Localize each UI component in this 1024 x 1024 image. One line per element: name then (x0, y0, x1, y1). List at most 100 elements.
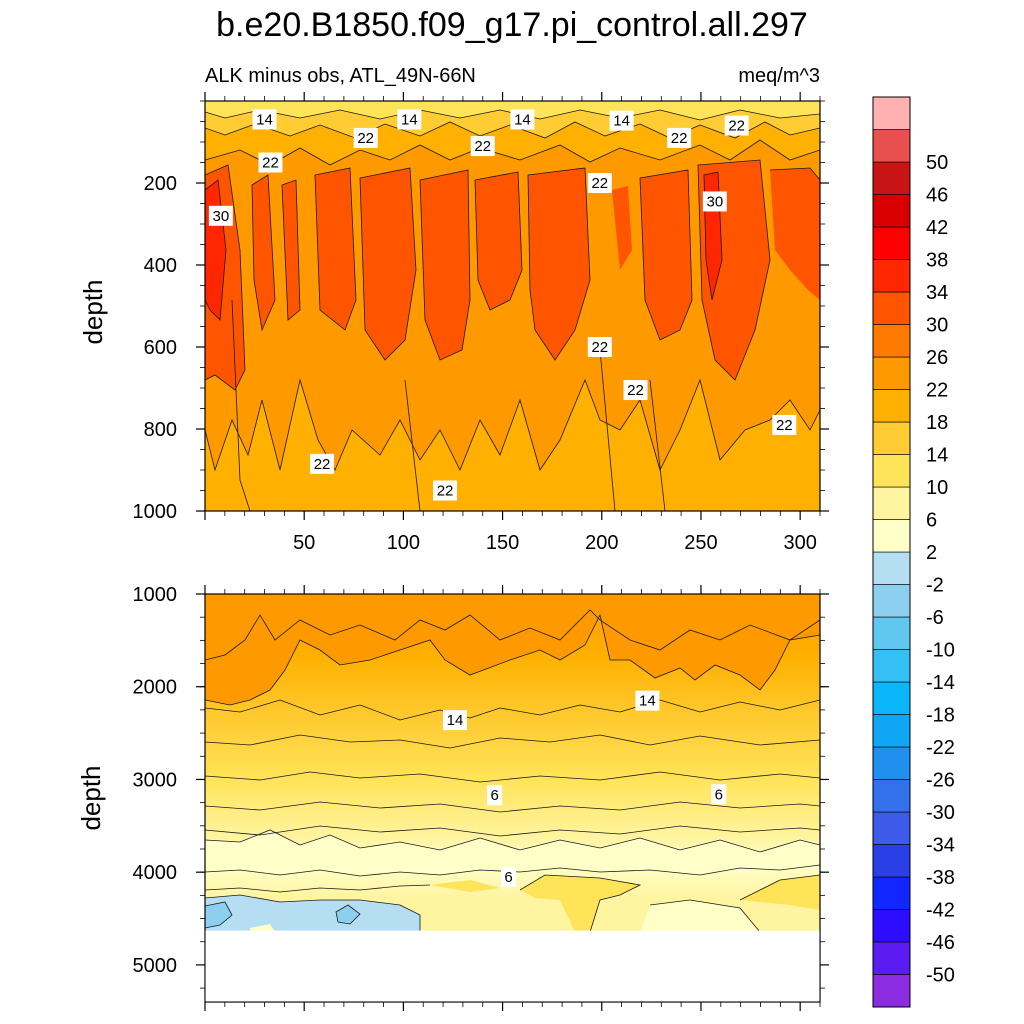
contour-label: 30 (208, 205, 233, 226)
colorbar-level-label: -14 (926, 672, 955, 694)
contour-label-bg (635, 690, 660, 711)
x-tick-label: 300 (783, 532, 816, 554)
y-tick-label: 800 (144, 419, 177, 441)
colorbar-level-label: 42 (926, 217, 948, 239)
y-tick-label: 1000 (133, 501, 178, 523)
contour-label-text: 22 (728, 118, 745, 135)
contour-label-text: 14 (514, 111, 531, 128)
colorbar-level-label: -2 (926, 575, 944, 597)
colorbar-level-label: 14 (926, 445, 948, 467)
contour-label: 22 (724, 115, 749, 136)
x-tick-label: 100 (387, 532, 420, 554)
contour-label: 14 (442, 710, 467, 731)
colorbar-level-label: -10 (926, 640, 955, 662)
colorbar-swatch (872, 779, 911, 813)
colorbar-level-label: 50 (926, 152, 948, 174)
colorbar-swatch (872, 291, 911, 325)
contour-label-bg (310, 453, 335, 474)
contour-label-text: 30 (707, 193, 724, 210)
contour-label-bg (587, 337, 612, 357)
contour-label-bg (397, 109, 422, 130)
contour-label-bg (208, 205, 233, 226)
colorbar-level-label: -26 (926, 770, 955, 792)
colorbar-level-label: 18 (926, 412, 948, 434)
y-tick-label: 600 (144, 337, 177, 359)
upper-contour-labels: 14 14 14 14 22 22 22 22 22 22 30 30 22 22 22 22 22 (208, 109, 797, 501)
y-tick-label: 5000 (133, 955, 178, 977)
contour-label-text: 22 (262, 155, 279, 172)
contour-label: 14 (252, 109, 277, 130)
colorbar-level-label: -34 (926, 835, 955, 857)
colorbar-swatch (872, 876, 911, 910)
contour-label-text: 14 (613, 113, 630, 130)
colorbar-swatch (872, 226, 911, 260)
x-tick-label: 250 (684, 532, 717, 554)
contour-label-text: 14 (639, 693, 656, 710)
colorbar-swatch (872, 681, 911, 715)
contour-label: 6 (711, 784, 727, 805)
y-tick-label: 2000 (133, 677, 178, 699)
colorbar-level-label: -22 (926, 737, 955, 759)
upper-contour-fill (205, 101, 820, 511)
contour-label-bg (252, 109, 277, 130)
contour-label-text: 30 (213, 208, 230, 225)
y-tick-label: 400 (144, 255, 177, 277)
contour-label: 22 (667, 127, 692, 148)
upper-axis-ticks: 200 400 600 800 1000 50 100 150 200 250 300 (133, 92, 829, 554)
contour-label: 22 (623, 380, 648, 401)
contour-label-text: 6 (715, 786, 723, 803)
contour-label: 30 (702, 191, 727, 212)
contour-label-text: 22 (627, 382, 644, 399)
lower-plot-frame (204, 593, 821, 1003)
colorbar-swatch (872, 649, 911, 683)
x-tick-label: 50 (293, 532, 315, 554)
no-data-region (205, 930, 820, 1002)
y-tick-label: 1000 (133, 584, 178, 606)
lower-panel: 1000 2000 3000 4000 5000 14 14 6 6 6 depth (76, 584, 829, 1011)
colorbar-level-label: 34 (926, 282, 948, 304)
contour-label-bg (470, 136, 495, 157)
lower-contour-labels: 14 14 6 6 6 (442, 690, 727, 887)
colorbar-swatch (872, 421, 911, 455)
colorbar: -50-46-42-38-34-30-26-22-18-14-10-6-2261… (872, 96, 955, 1008)
colorbar-swatch (872, 259, 911, 293)
contour-label: 6 (501, 866, 517, 887)
colorbar-swatch (872, 389, 911, 423)
colorbar-level-label: 6 (926, 510, 937, 532)
colorbar-swatch (872, 129, 911, 163)
contour-label: 22 (258, 152, 283, 173)
colorbar-swatch (872, 519, 911, 553)
contour-label-text: 22 (591, 339, 608, 356)
x-tick-label: 200 (585, 532, 618, 554)
contour-label-text: 6 (490, 787, 498, 804)
colorbar-swatch (872, 974, 911, 1008)
contour-label-text: 6 (504, 869, 512, 886)
contour-label: 22 (772, 414, 797, 435)
colorbar-level-label: 10 (926, 477, 948, 499)
y-tick-label: 3000 (133, 769, 178, 791)
lower-y-axis-label: depth (76, 765, 106, 830)
contour-label-bg (724, 115, 749, 136)
contour-label-text: 22 (437, 483, 454, 500)
colorbar-swatch (872, 746, 911, 780)
colorbar-swatch (872, 714, 911, 748)
contour-label-text: 22 (591, 175, 608, 192)
contour-label-bg (487, 785, 503, 806)
contour-label-text: 22 (357, 130, 374, 147)
contour-label: 6 (487, 785, 503, 806)
colorbar-swatch (872, 486, 911, 520)
colorbar-frame (872, 96, 911, 1008)
contour-label-text: 14 (401, 111, 418, 128)
colorbar-level-label: -6 (926, 607, 944, 629)
colorbar-swatch (872, 161, 911, 195)
contour-label-bg (510, 109, 535, 130)
upper-y-axis-label: depth (78, 279, 108, 344)
colorbar-swatch (872, 811, 911, 845)
contour-label: 14 (609, 110, 634, 131)
contour-label-bg (258, 152, 283, 173)
contour-label-bg (623, 380, 648, 401)
colorbar-swatch (872, 454, 911, 488)
colorbar-level-label: -46 (926, 932, 955, 954)
contour-label-text: 22 (314, 456, 331, 473)
contour-label-bg (587, 173, 612, 193)
